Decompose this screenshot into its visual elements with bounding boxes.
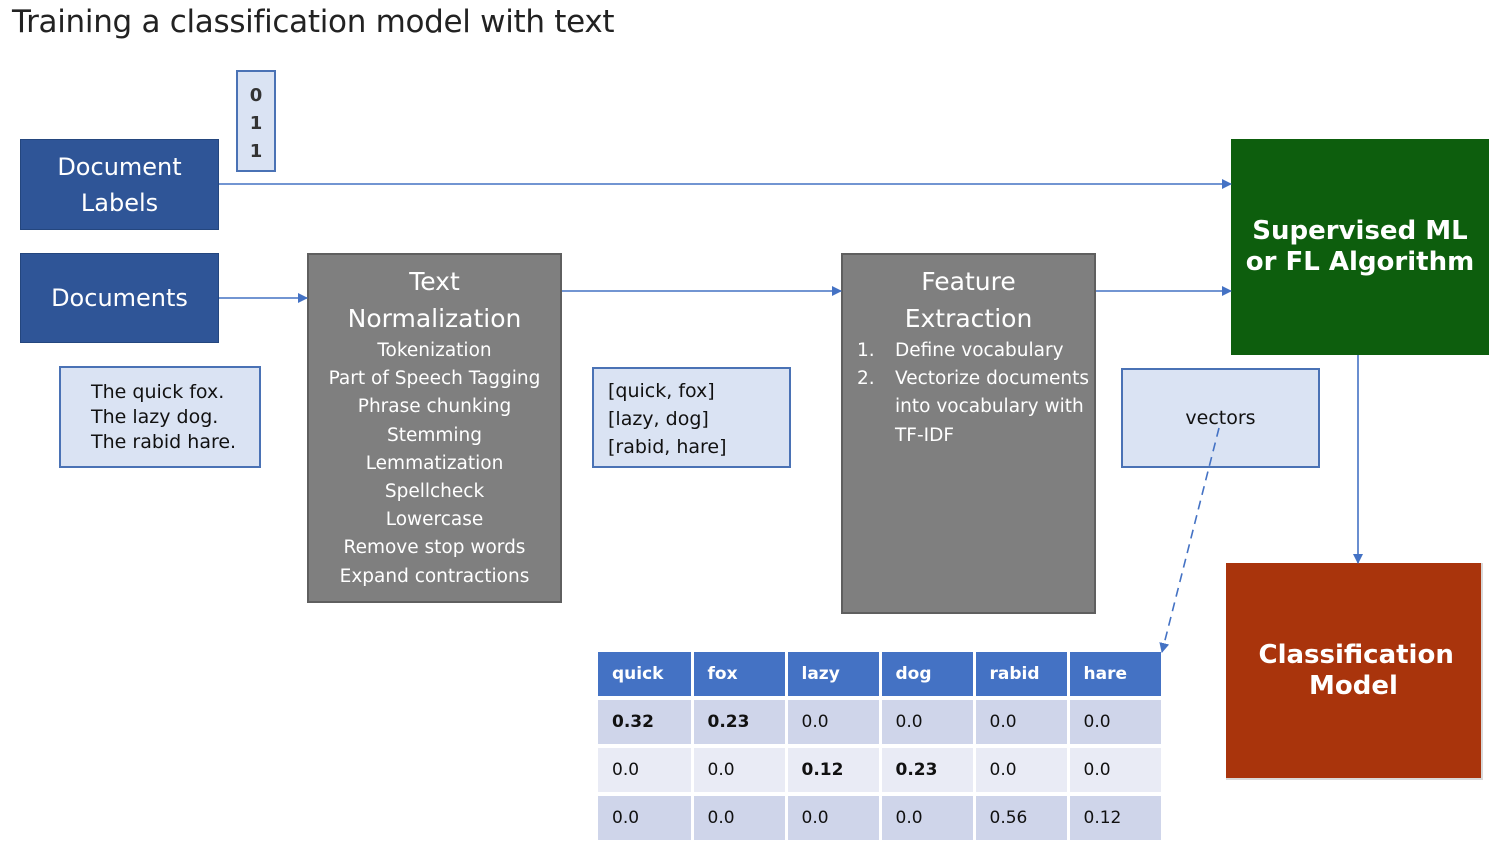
table-cell: 0.0 bbox=[692, 792, 788, 840]
table-cell: 0.0 bbox=[974, 744, 1070, 794]
feature-step-number: 1. bbox=[857, 340, 875, 361]
classification-model-node: Classification Model bbox=[1226, 563, 1483, 780]
label-values-box: 0 1 1 bbox=[236, 70, 276, 172]
feature-step: 2. Vectorize documents into vocabulary w… bbox=[843, 365, 1110, 450]
vectors-box: vectors bbox=[1121, 368, 1320, 468]
normalization-step: Lemmatization bbox=[365, 452, 504, 474]
feature-step-text: Vectorize documents into vocabulary with… bbox=[895, 368, 1090, 446]
feature-step: 1. Define vocabulary bbox=[843, 337, 1094, 365]
document-samples-box: The quick fox. The lazy dog. The rabid h… bbox=[59, 366, 261, 468]
normalization-step: Part of Speech Tagging bbox=[328, 368, 541, 390]
table-cell: 0.0 bbox=[1068, 744, 1164, 794]
label-value: 0 bbox=[249, 85, 263, 106]
document-sample: The lazy dog. bbox=[91, 406, 219, 428]
tokens-box: [quick, fox] [lazy, dog] [rabid, hare] bbox=[592, 367, 791, 468]
model-label: Classification Model bbox=[1258, 639, 1454, 701]
normalization-step: Lowercase bbox=[385, 509, 484, 531]
normalization-step: Expand contractions bbox=[339, 565, 530, 587]
normalization-step: Tokenization bbox=[377, 340, 492, 361]
feature-extraction-node: Feature Extraction 1. Define vocabulary … bbox=[841, 253, 1096, 614]
column-header: rabid bbox=[974, 652, 1070, 698]
algorithm-label: Supervised ML or FL Algorithm bbox=[1245, 216, 1475, 277]
column-header: dog bbox=[880, 652, 976, 698]
table-cell: 0.23 bbox=[880, 744, 976, 794]
token-list: [rabid, hare] bbox=[608, 436, 727, 458]
document-labels-node: Document Labels bbox=[20, 139, 219, 230]
table-cell: 0.32 bbox=[598, 696, 694, 746]
vectors-label: vectors bbox=[1185, 407, 1256, 429]
table-cell: 0.0 bbox=[880, 792, 976, 840]
column-header: hare bbox=[1068, 652, 1164, 698]
table-cell: 0.0 bbox=[880, 696, 976, 746]
table-cell: 0.12 bbox=[786, 744, 882, 794]
table-cell: 0.12 bbox=[1068, 792, 1164, 840]
table-cell: 0.23 bbox=[692, 696, 788, 746]
page-title: Training a classification model with tex… bbox=[12, 4, 615, 40]
normalization-step: Stemming bbox=[386, 424, 483, 446]
table-cell: 0.56 bbox=[974, 792, 1070, 840]
algorithm-node: Supervised ML or FL Algorithm bbox=[1231, 139, 1489, 355]
text-normalization-heading: Text Normalization bbox=[347, 267, 522, 333]
normalization-step: Remove stop words bbox=[343, 537, 526, 559]
table-cell: 0.0 bbox=[598, 744, 694, 794]
documents-node: Documents bbox=[20, 253, 219, 343]
text-normalization-node: Text Normalization Tokenization Part of … bbox=[307, 253, 562, 603]
table-cell: 0.0 bbox=[692, 744, 788, 794]
feature-steps-list: 1. Define vocabulary 2. Vectorize docume… bbox=[843, 337, 1094, 450]
normalization-step: Spellcheck bbox=[384, 481, 485, 503]
column-header: lazy bbox=[786, 652, 882, 698]
label-value: 1 bbox=[249, 113, 263, 134]
document-labels-text: Document Labels bbox=[57, 152, 182, 217]
table-cell: 0.0 bbox=[598, 792, 694, 840]
table-row: 0.0 0.0 0.0 0.0 0.56 0.12 bbox=[598, 792, 1164, 840]
feature-step-text: Define vocabulary bbox=[895, 340, 1064, 361]
table-cell: 0.0 bbox=[786, 696, 882, 746]
table-row: 0.32 0.23 0.0 0.0 0.0 0.0 bbox=[598, 696, 1164, 746]
table-cell: 0.0 bbox=[786, 792, 882, 840]
documents-text: Documents bbox=[51, 284, 188, 312]
normalization-step: Phrase chunking bbox=[357, 396, 512, 418]
vector-table: quick fox lazy dog rabid hare 0.32 0.23 … bbox=[598, 652, 1164, 840]
table-row: 0.0 0.0 0.12 0.23 0.0 0.0 bbox=[598, 744, 1164, 794]
table-cell: 0.0 bbox=[974, 696, 1070, 746]
document-sample: The rabid hare. bbox=[91, 431, 237, 453]
label-value: 1 bbox=[249, 141, 263, 162]
feature-step-number: 2. bbox=[857, 368, 875, 390]
feature-extraction-heading: Feature Extraction bbox=[904, 267, 1033, 333]
token-list: [quick, fox] bbox=[608, 380, 715, 402]
vector-table-header: quick fox lazy dog rabid hare bbox=[598, 652, 1164, 698]
column-header: fox bbox=[692, 652, 788, 698]
table-cell: 0.0 bbox=[1068, 696, 1164, 746]
column-header: quick bbox=[598, 652, 694, 698]
vectors-to-table-arrow bbox=[1159, 427, 1220, 653]
document-sample: The quick fox. bbox=[91, 381, 225, 403]
token-list: [lazy, dog] bbox=[608, 408, 709, 430]
